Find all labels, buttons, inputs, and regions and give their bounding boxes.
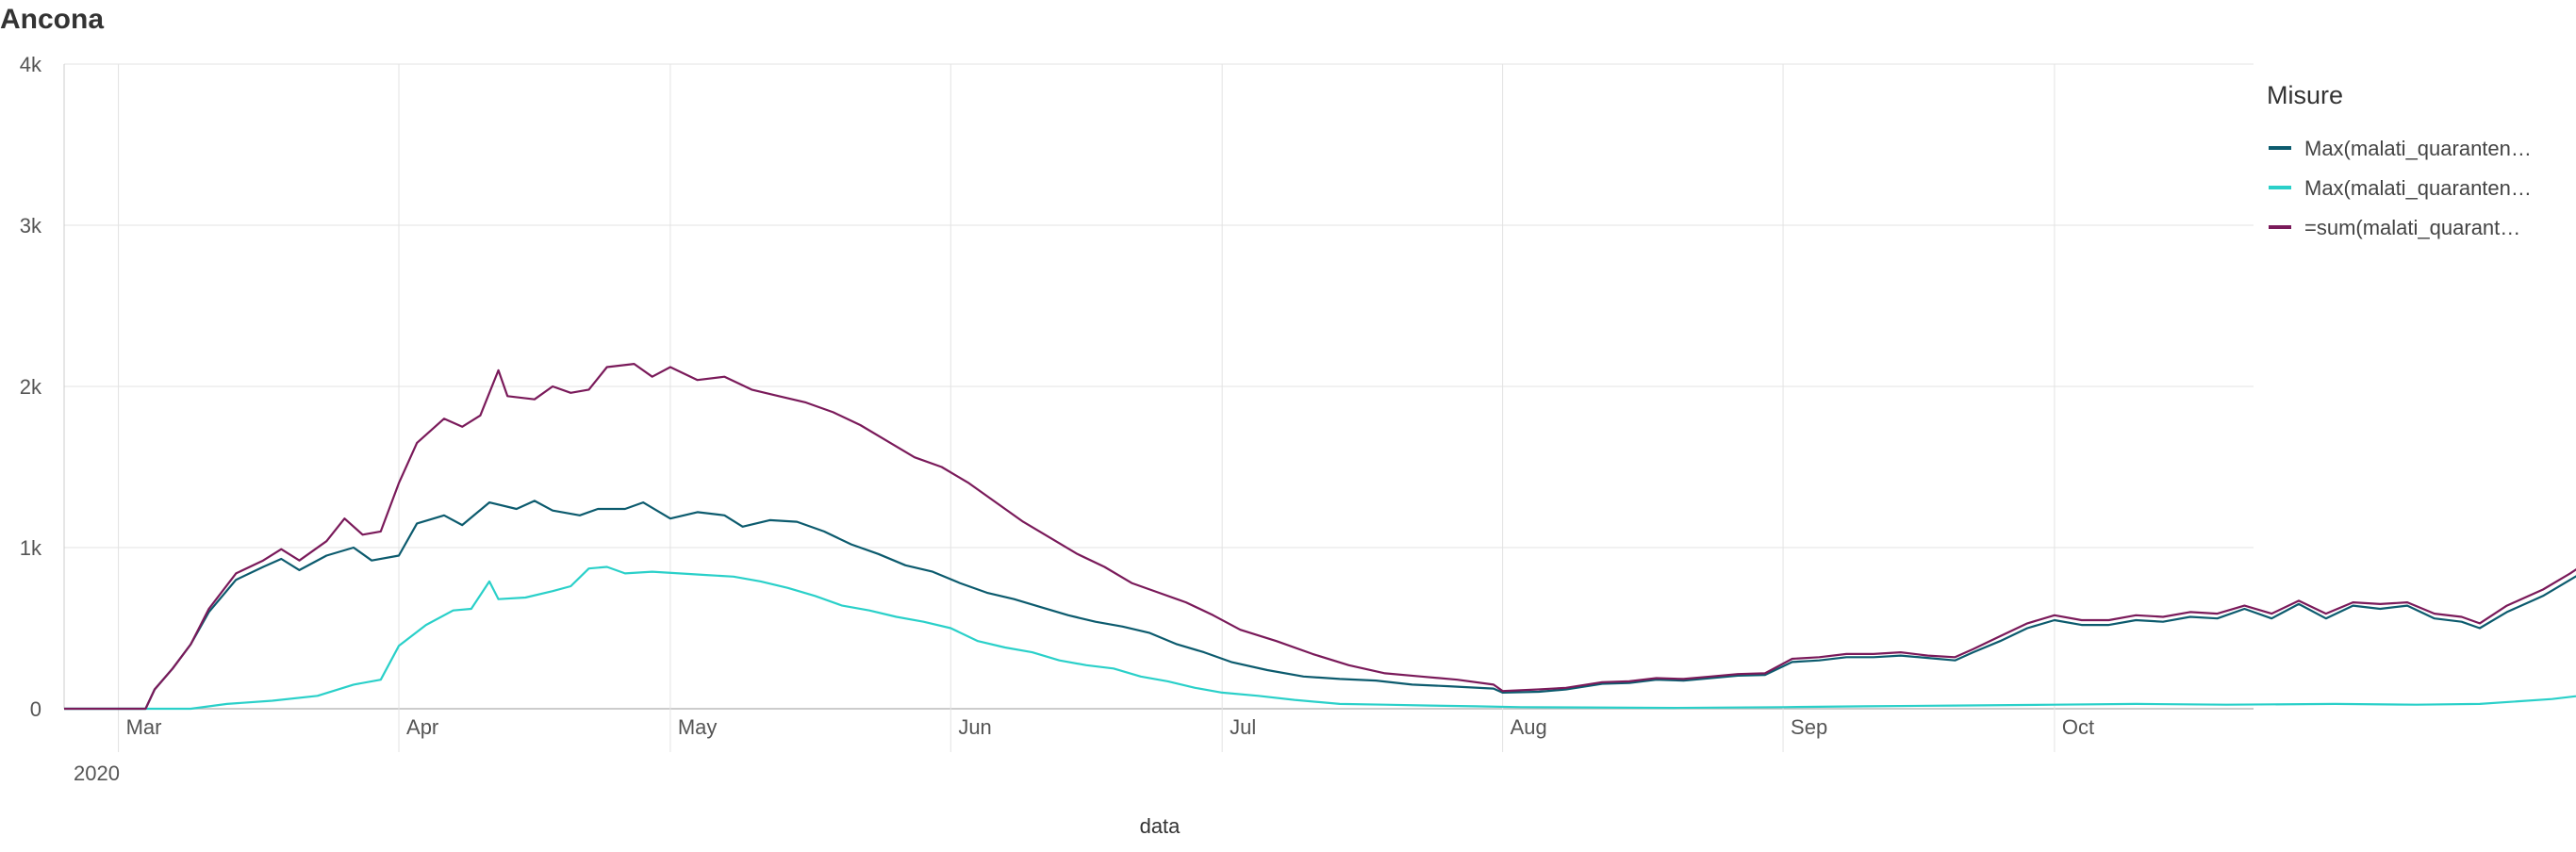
x-tick-label: Apr bbox=[406, 715, 438, 739]
series-line-1[interactable] bbox=[64, 254, 2576, 711]
legend[interactable]: Misure Max(malati_quaranten… Max(malati_qu… bbox=[2267, 81, 2532, 239]
y-tick-label: 3k bbox=[20, 214, 42, 238]
legend-label[interactable]: Max(malati_quaranten… bbox=[2304, 137, 2532, 160]
y-tick-label: 2k bbox=[20, 375, 42, 399]
y-tick-label: 4k bbox=[20, 53, 42, 76]
series-line-2[interactable] bbox=[64, 565, 2576, 711]
x-tick-label: Aug bbox=[1511, 715, 1547, 739]
x-tick-label: Mar bbox=[126, 715, 162, 739]
grid bbox=[64, 63, 2254, 752]
x-tick-label: Jun bbox=[958, 715, 991, 739]
y-tick-label: 0 bbox=[30, 697, 41, 721]
legend-label[interactable]: =sum(malati_quarant… bbox=[2304, 216, 2520, 239]
series-lines[interactable] bbox=[64, 206, 2576, 711]
x-tick-label: Sep bbox=[1791, 715, 1827, 739]
x-axis-year-label: 2020 bbox=[74, 762, 120, 785]
y-tick-label: 1k bbox=[20, 536, 42, 560]
legend-label[interactable]: Max(malati_quaranten… bbox=[2304, 176, 2532, 200]
x-tick-label: Jul bbox=[1230, 715, 1256, 739]
axes: 0 1k 2k 3k 4k Mar Apr May Jun Jul Aug Sep Oct bbox=[20, 53, 2094, 739]
series-line-3[interactable] bbox=[64, 206, 2576, 711]
chart-title: Ancona bbox=[0, 4, 105, 35]
x-axis-title: data bbox=[1140, 814, 1181, 838]
legend-title: Misure bbox=[2267, 81, 2343, 109]
x-tick-label: May bbox=[678, 715, 718, 739]
x-tick-label: Oct bbox=[2062, 715, 2094, 739]
